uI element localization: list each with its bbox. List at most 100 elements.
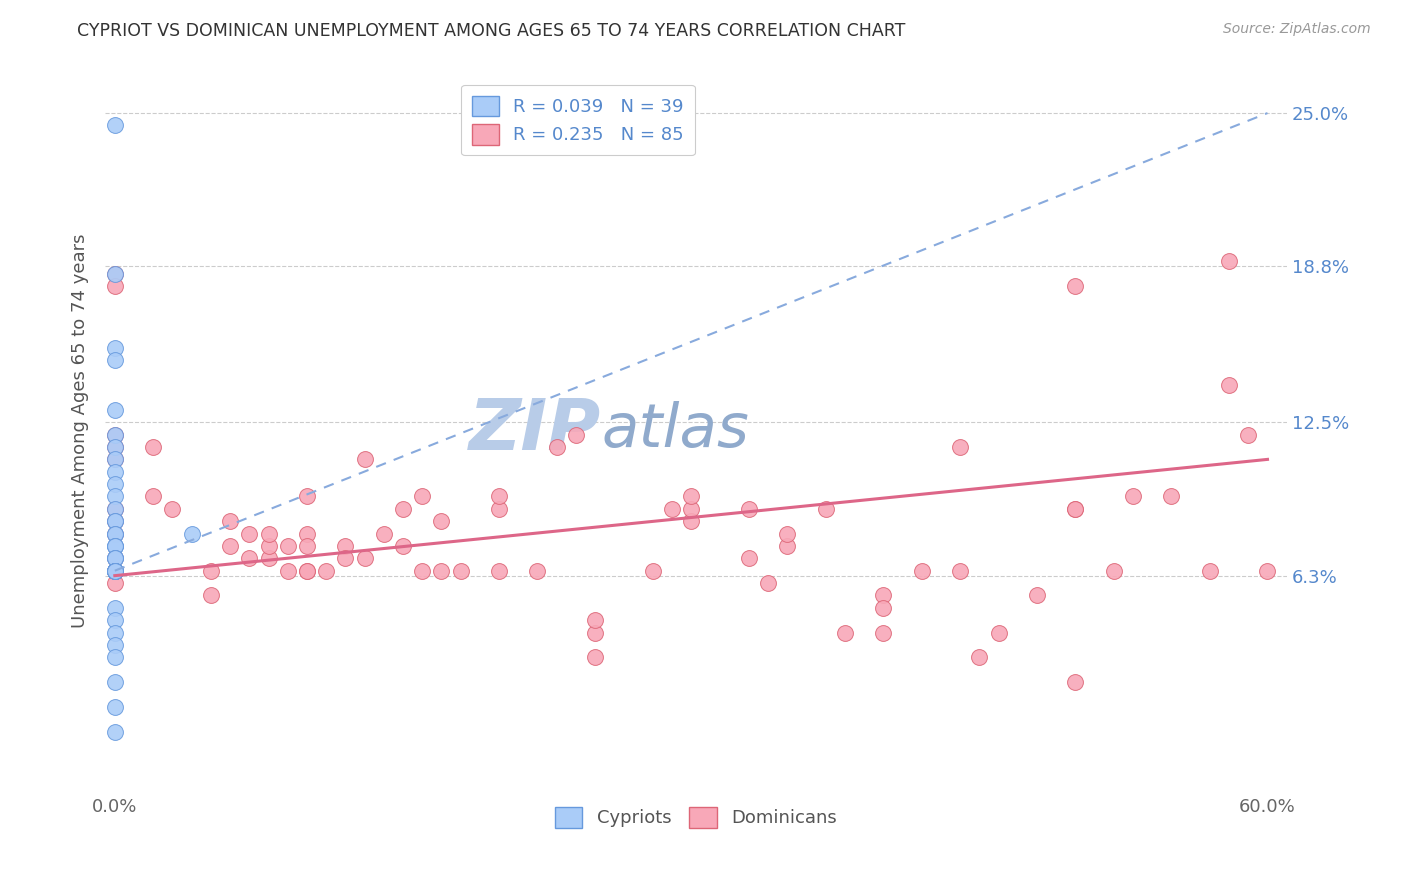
Point	[104, 600, 127, 615]
Point	[411, 490, 433, 504]
Point	[104, 576, 127, 591]
Point	[104, 564, 127, 578]
Point	[1218, 378, 1240, 392]
Point	[911, 564, 934, 578]
Point	[200, 589, 222, 603]
Point	[776, 526, 799, 541]
Point	[450, 564, 472, 578]
Point	[104, 539, 127, 553]
Point	[104, 353, 127, 368]
Point	[104, 539, 127, 553]
Point	[104, 119, 127, 133]
Point	[430, 514, 453, 528]
Point	[104, 501, 127, 516]
Point	[1064, 279, 1087, 293]
Point	[488, 490, 510, 504]
Point	[814, 501, 837, 516]
Point	[104, 564, 127, 578]
Point	[257, 551, 280, 566]
Point	[1102, 564, 1125, 578]
Point	[373, 526, 395, 541]
Point	[681, 501, 703, 516]
Point	[104, 613, 127, 627]
Point	[488, 501, 510, 516]
Point	[104, 564, 127, 578]
Point	[353, 452, 375, 467]
Point	[583, 650, 606, 665]
Point	[1064, 501, 1087, 516]
Point	[1026, 589, 1049, 603]
Point	[104, 440, 127, 454]
Point	[104, 267, 127, 281]
Point	[776, 539, 799, 553]
Point	[104, 452, 127, 467]
Point	[681, 514, 703, 528]
Point	[104, 279, 127, 293]
Point	[104, 427, 127, 442]
Point	[104, 514, 127, 528]
Point	[104, 526, 127, 541]
Point	[411, 564, 433, 578]
Point	[641, 564, 664, 578]
Point	[353, 551, 375, 566]
Point	[430, 564, 453, 578]
Point	[104, 526, 127, 541]
Point	[104, 514, 127, 528]
Point	[104, 440, 127, 454]
Point	[142, 490, 165, 504]
Point	[834, 625, 856, 640]
Point	[104, 465, 127, 479]
Point	[104, 490, 127, 504]
Point	[872, 589, 894, 603]
Point	[1218, 254, 1240, 268]
Point	[872, 600, 894, 615]
Point	[104, 551, 127, 566]
Point	[949, 564, 972, 578]
Point	[546, 440, 568, 454]
Point	[104, 564, 127, 578]
Point	[104, 638, 127, 652]
Point	[219, 514, 242, 528]
Point	[1256, 564, 1278, 578]
Point	[392, 501, 415, 516]
Point	[257, 539, 280, 553]
Point	[335, 539, 357, 553]
Point	[738, 551, 761, 566]
Point	[681, 490, 703, 504]
Point	[1199, 564, 1222, 578]
Text: CYPRIOT VS DOMINICAN UNEMPLOYMENT AMONG AGES 65 TO 74 YEARS CORRELATION CHART: CYPRIOT VS DOMINICAN UNEMPLOYMENT AMONG …	[77, 22, 905, 40]
Point	[162, 501, 184, 516]
Point	[1064, 675, 1087, 690]
Point	[104, 477, 127, 491]
Point	[104, 551, 127, 566]
Point	[295, 490, 318, 504]
Point	[104, 267, 127, 281]
Text: atlas: atlas	[602, 401, 749, 460]
Point	[987, 625, 1010, 640]
Point	[104, 675, 127, 690]
Point	[200, 564, 222, 578]
Point	[104, 564, 127, 578]
Point	[295, 564, 318, 578]
Point	[1160, 490, 1182, 504]
Point	[104, 625, 127, 640]
Point	[104, 564, 127, 578]
Point	[661, 501, 683, 516]
Point	[488, 564, 510, 578]
Point	[104, 699, 127, 714]
Point	[872, 625, 894, 640]
Text: Source: ZipAtlas.com: Source: ZipAtlas.com	[1223, 22, 1371, 37]
Point	[142, 440, 165, 454]
Point	[277, 564, 299, 578]
Point	[104, 501, 127, 516]
Text: ZIP: ZIP	[470, 396, 602, 466]
Point	[1237, 427, 1260, 442]
Point	[104, 452, 127, 467]
Point	[104, 526, 127, 541]
Point	[526, 564, 548, 578]
Point	[583, 613, 606, 627]
Point	[238, 526, 260, 541]
Point	[949, 440, 972, 454]
Point	[104, 551, 127, 566]
Point	[1064, 501, 1087, 516]
